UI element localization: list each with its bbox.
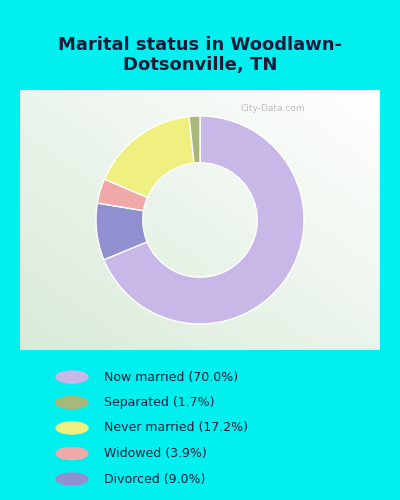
Wedge shape bbox=[104, 116, 194, 198]
Circle shape bbox=[56, 371, 88, 383]
Text: Never married (17.2%): Never married (17.2%) bbox=[104, 422, 248, 434]
Text: Widowed (3.9%): Widowed (3.9%) bbox=[104, 447, 207, 460]
Text: Marital status in Woodlawn-
Dotsonville, TN: Marital status in Woodlawn- Dotsonville,… bbox=[58, 36, 342, 74]
Wedge shape bbox=[96, 203, 147, 260]
Wedge shape bbox=[104, 116, 304, 324]
Text: Now married (70.0%): Now married (70.0%) bbox=[104, 370, 238, 384]
Circle shape bbox=[56, 422, 88, 434]
Circle shape bbox=[56, 448, 88, 460]
Circle shape bbox=[56, 473, 88, 485]
Text: Separated (1.7%): Separated (1.7%) bbox=[104, 396, 214, 409]
Wedge shape bbox=[189, 116, 200, 163]
Text: Divorced (9.0%): Divorced (9.0%) bbox=[104, 472, 205, 486]
Wedge shape bbox=[97, 179, 148, 210]
Text: City-Data.com: City-Data.com bbox=[240, 104, 305, 112]
Circle shape bbox=[56, 396, 88, 408]
